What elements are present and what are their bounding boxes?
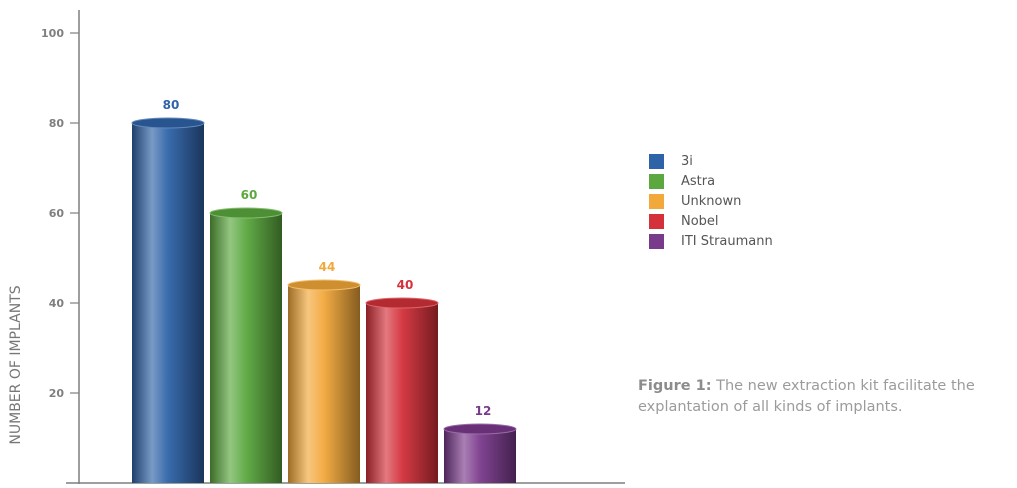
bar-top-3i (131, 117, 205, 129)
bar-unknown (288, 285, 360, 483)
value-label: 60 (241, 188, 258, 202)
bar-3i (132, 123, 204, 483)
y-tick-label: 20 (49, 387, 65, 400)
legend-label: Nobel (681, 213, 719, 229)
value-label: 80 (163, 98, 180, 112)
legend-label: ITI Straumann (681, 233, 773, 249)
legend-swatch (649, 153, 664, 169)
bar-astra (210, 213, 282, 483)
bar-top-nobel (365, 297, 439, 309)
bar-iti-straumann (444, 429, 516, 483)
legend-item: Nobel (649, 211, 773, 231)
value-label: 40 (397, 278, 414, 292)
legend-label: Unknown (681, 193, 742, 209)
legend-label: Astra (681, 173, 716, 189)
y-tick-label: 100 (41, 27, 64, 40)
legend-item: 3i (649, 151, 773, 171)
y-tick-label: 40 (49, 297, 65, 310)
bar-top-iti-straumann (443, 423, 517, 435)
legend-swatch (649, 213, 664, 229)
bar-top-unknown (287, 279, 361, 291)
y-tick-label: 60 (49, 207, 65, 220)
legend-swatch (649, 193, 664, 209)
caption-title: Figure 1: (638, 378, 712, 394)
y-axis-label: NUMBER OF IMPLANTS (8, 285, 24, 444)
legend-item: ITI Straumann (649, 231, 773, 251)
value-label: 44 (319, 260, 336, 274)
legend-swatch (649, 233, 664, 249)
legend-label: 3i (681, 153, 693, 169)
bar-nobel (366, 303, 438, 483)
value-label: 12 (475, 404, 492, 418)
legend-swatch (649, 173, 664, 189)
y-tick-label: 80 (49, 117, 65, 130)
legend-item: Astra (649, 171, 773, 191)
legend-item: Unknown (649, 191, 773, 211)
bar-top-astra (209, 207, 283, 219)
caption-text: The new extraction kit facilitate the ex… (638, 378, 975, 415)
legend: 3i Astra Unknown Nobel ITI Straumann (649, 151, 773, 251)
figure-caption: Figure 1: The new extraction kit facilit… (638, 376, 1013, 418)
